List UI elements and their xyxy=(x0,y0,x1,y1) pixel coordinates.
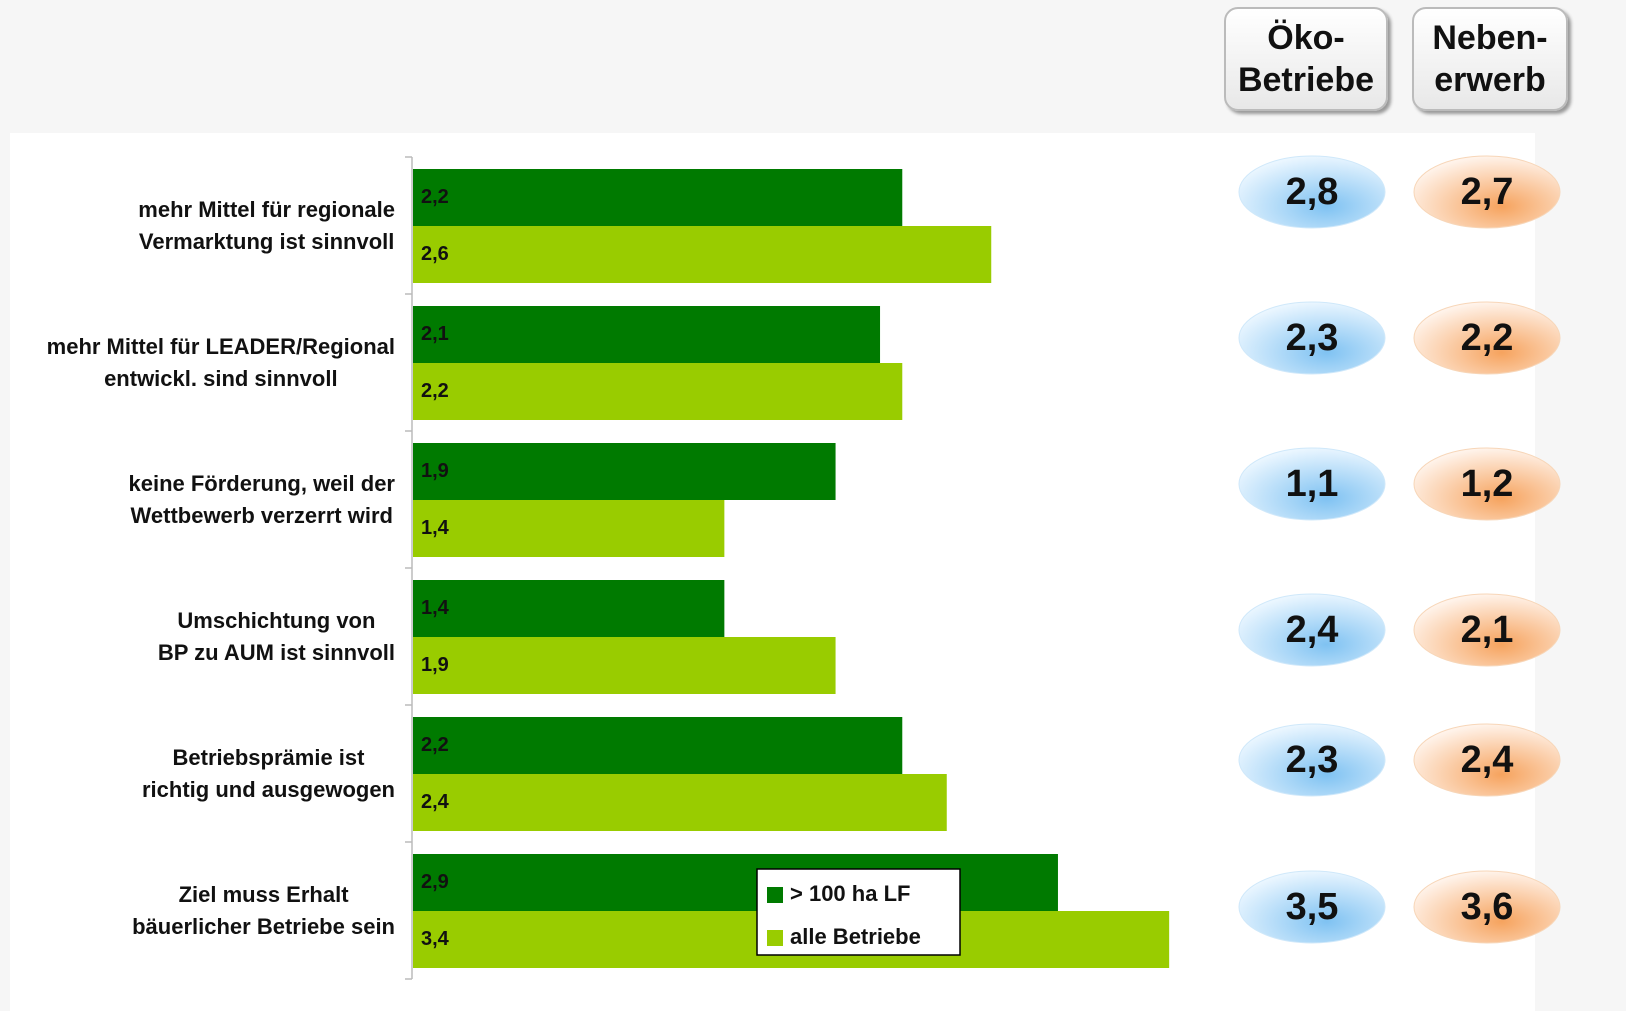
value-bubble xyxy=(1238,870,1386,944)
bar-value-label: 2,2 xyxy=(421,380,449,402)
bar-value-label: 1,4 xyxy=(421,597,450,619)
category-label: keine Förderung, weil der Wettbewerb ver… xyxy=(128,471,395,528)
column-header: Neben- erwerb xyxy=(1412,7,1568,111)
legend-box xyxy=(756,868,961,956)
bubble-value-label: 2,3 xyxy=(1286,317,1339,359)
bubble-value-label: 1,2 xyxy=(1461,463,1514,505)
bubble-value-label: 3,6 xyxy=(1461,886,1514,928)
bubble-value-label: 1,1 xyxy=(1286,463,1339,505)
bar xyxy=(413,169,903,226)
bar-value-label: 2,9 xyxy=(421,871,449,893)
bar-value-label: 1,4 xyxy=(421,517,450,539)
bubble-value-label: 2,3 xyxy=(1286,739,1339,781)
category-label: Umschichtung von BP zu AUM ist sinnvoll xyxy=(157,608,395,665)
bubble-value-label: 2,7 xyxy=(1461,171,1514,213)
value-bubble xyxy=(1413,447,1561,521)
value-bubble xyxy=(1413,301,1561,375)
legend-swatch xyxy=(767,930,783,946)
value-bubble xyxy=(1413,870,1561,944)
legend-label: alle Betriebe xyxy=(790,924,921,949)
bar-value-label: 2,4 xyxy=(421,791,450,813)
category-label: mehr Mittel für LEADER/Regional entwickl… xyxy=(46,334,395,391)
bar xyxy=(413,774,947,831)
value-bubble xyxy=(1238,155,1386,229)
bar xyxy=(413,500,725,557)
bar xyxy=(413,854,1058,911)
category-label: mehr Mittel für regionale Vermarktung is… xyxy=(138,197,395,254)
bar xyxy=(413,717,903,774)
bar xyxy=(413,637,836,694)
bar xyxy=(413,363,903,420)
bar xyxy=(413,226,992,283)
value-bubble xyxy=(1413,723,1561,797)
value-bubble xyxy=(1238,593,1386,667)
bar-value-label: 2,2 xyxy=(421,186,449,208)
bar-value-label: 2,2 xyxy=(421,734,449,756)
legend-swatch xyxy=(767,887,783,903)
bubble-value-label: 3,5 xyxy=(1286,886,1339,928)
bubble-value-label: 2,8 xyxy=(1286,171,1339,213)
value-bubble xyxy=(1238,447,1386,521)
bubble-value-label: 2,4 xyxy=(1286,609,1339,651)
bar xyxy=(413,306,881,363)
bar-value-label: 3,4 xyxy=(421,928,450,950)
bar xyxy=(413,580,725,637)
category-label: Betriebsprämie ist richtig und ausgewoge… xyxy=(141,745,395,802)
value-bubble xyxy=(1238,723,1386,797)
value-bubble xyxy=(1413,593,1561,667)
bar xyxy=(413,443,836,500)
bar-value-label: 1,9 xyxy=(421,654,449,676)
legend-label: > 100 ha LF xyxy=(790,881,910,906)
bubble-value-label: 2,4 xyxy=(1461,739,1514,781)
bar-value-label: 1,9 xyxy=(421,460,449,482)
value-bubble xyxy=(1413,155,1561,229)
column-header: Öko- Betriebe xyxy=(1224,7,1388,111)
category-label: Ziel muss Erhalt bäuerlicher Betriebe se… xyxy=(132,882,395,939)
value-bubble xyxy=(1238,301,1386,375)
bar-value-label: 2,6 xyxy=(421,243,449,265)
bubble-value-label: 2,1 xyxy=(1461,609,1514,651)
bar-value-label: 2,1 xyxy=(421,323,449,345)
bubble-value-label: 2,2 xyxy=(1461,317,1514,359)
